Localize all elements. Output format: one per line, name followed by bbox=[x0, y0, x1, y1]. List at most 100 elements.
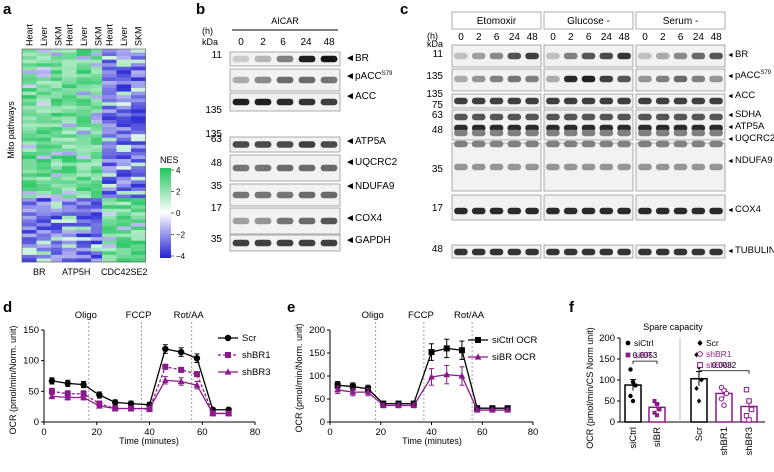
heatmap-cell bbox=[51, 159, 66, 163]
blot-band bbox=[655, 129, 670, 137]
blot-band bbox=[320, 164, 338, 172]
heatmap-cell bbox=[76, 148, 92, 153]
blot-band bbox=[691, 75, 706, 83]
heatmap-cell bbox=[76, 233, 92, 238]
blot-b-arrow: ◄ bbox=[345, 71, 355, 82]
blot-band bbox=[563, 207, 578, 215]
heatmap-cell bbox=[22, 240, 37, 245]
heatmap-cell bbox=[51, 134, 66, 139]
blot-c-strip bbox=[451, 244, 542, 259]
chart-f-point bbox=[721, 402, 727, 408]
heatmap-cell bbox=[36, 134, 52, 139]
heatmap-cell bbox=[76, 176, 92, 181]
heatmap-cell bbox=[36, 222, 52, 227]
heatmap-cell bbox=[62, 258, 77, 263]
blot-band bbox=[709, 113, 723, 121]
heatmap-cell bbox=[91, 98, 106, 103]
blot-band bbox=[691, 207, 706, 215]
blot-band bbox=[673, 163, 688, 171]
heatmap-cell bbox=[131, 148, 146, 153]
heatmap-cell bbox=[62, 88, 77, 92]
blot-c-timepoint: 2 bbox=[660, 32, 666, 43]
blot-strip-frame bbox=[451, 194, 542, 221]
heatmap-cell bbox=[36, 233, 52, 238]
chart-e-y-tick-label: 50 bbox=[314, 394, 325, 405]
chart-d-injection-label: Oligo bbox=[75, 310, 97, 321]
heatmap-cell bbox=[62, 194, 77, 199]
heatmap-cell bbox=[76, 80, 92, 85]
heatmap-cell bbox=[76, 162, 92, 167]
heatmap-cell bbox=[116, 222, 132, 227]
blot-b-protein-label: BR bbox=[355, 53, 369, 64]
heatmap-cell bbox=[131, 102, 146, 107]
heatmap-cell bbox=[131, 162, 146, 167]
blot-band bbox=[599, 207, 614, 215]
heatmap-cell bbox=[62, 148, 77, 153]
heatmap-cell bbox=[131, 123, 146, 128]
heatmap-cell bbox=[76, 77, 92, 82]
blot-c-timepoint: 0 bbox=[550, 32, 556, 43]
heatmap-cell bbox=[131, 180, 146, 185]
blot-band bbox=[638, 163, 652, 171]
heatmap-cell bbox=[36, 49, 52, 53]
heatmap-cell bbox=[76, 105, 92, 110]
blot-band bbox=[471, 140, 486, 148]
heatmap-cell bbox=[131, 169, 146, 174]
heatmap-cell bbox=[91, 84, 106, 89]
blot-b-kda-marker: 35 bbox=[211, 181, 223, 192]
blot-band bbox=[489, 97, 504, 105]
blot-c-kda-marker: 135 bbox=[426, 71, 443, 82]
heatmap-cell bbox=[76, 159, 92, 163]
heatmap-cell bbox=[51, 109, 66, 114]
heatmap-cell bbox=[76, 251, 92, 256]
heatmap-cell bbox=[102, 187, 117, 192]
blot-band bbox=[617, 248, 631, 256]
heatmap-cell bbox=[76, 258, 92, 263]
blot-band bbox=[298, 98, 316, 106]
blot-band bbox=[617, 140, 631, 148]
heatmap-cell bbox=[131, 84, 146, 89]
heatmap-col-label: Heart bbox=[104, 23, 114, 46]
blot-band bbox=[655, 124, 670, 132]
heatmap-cell bbox=[91, 66, 106, 71]
heatmap-cell bbox=[62, 127, 77, 131]
blot-band bbox=[546, 248, 560, 256]
heatmap-cell bbox=[22, 222, 37, 227]
chart-f-legend-marker bbox=[625, 340, 631, 346]
heatmap-cell bbox=[76, 70, 92, 75]
blot-c-protein-label: BR bbox=[735, 49, 748, 60]
heatmap-cell bbox=[102, 237, 117, 241]
heatmap-cells bbox=[22, 49, 146, 263]
heatmap-cell bbox=[116, 66, 132, 71]
heatmap-cell bbox=[131, 247, 146, 252]
chart-d-point bbox=[162, 345, 169, 353]
heatmap-cell bbox=[131, 155, 146, 160]
heatmap-cell bbox=[116, 116, 132, 121]
heatmap-cell bbox=[91, 201, 106, 206]
heatmap-cell bbox=[62, 70, 77, 75]
heatmap-cell bbox=[22, 237, 37, 241]
heatmap-cell bbox=[62, 109, 77, 114]
blot-band bbox=[709, 163, 723, 171]
blot-band bbox=[507, 75, 522, 83]
heatmap-cell bbox=[116, 215, 132, 220]
blot-c-strip bbox=[635, 140, 726, 192]
heatmap-cell bbox=[131, 112, 146, 117]
blot-c-kda-marker: 48 bbox=[432, 125, 444, 136]
heatmap-cell bbox=[131, 215, 146, 220]
chart-d-point bbox=[48, 377, 56, 385]
heatmap-cell bbox=[131, 208, 146, 213]
heatmap-cell bbox=[51, 98, 66, 103]
heatmap-cell bbox=[102, 112, 117, 117]
chart-e-y-tick-label: 150 bbox=[309, 348, 325, 359]
chart-e-point bbox=[504, 406, 512, 413]
blot-b-strip-2 bbox=[229, 92, 341, 112]
heatmap-cell bbox=[116, 219, 132, 224]
heatmap-col-label: Liver bbox=[79, 26, 89, 46]
blot-band bbox=[525, 207, 539, 215]
chart-f-point bbox=[723, 390, 730, 397]
blot-c-kda-marker: 135 bbox=[426, 89, 443, 100]
heatmap-cell bbox=[51, 180, 66, 185]
